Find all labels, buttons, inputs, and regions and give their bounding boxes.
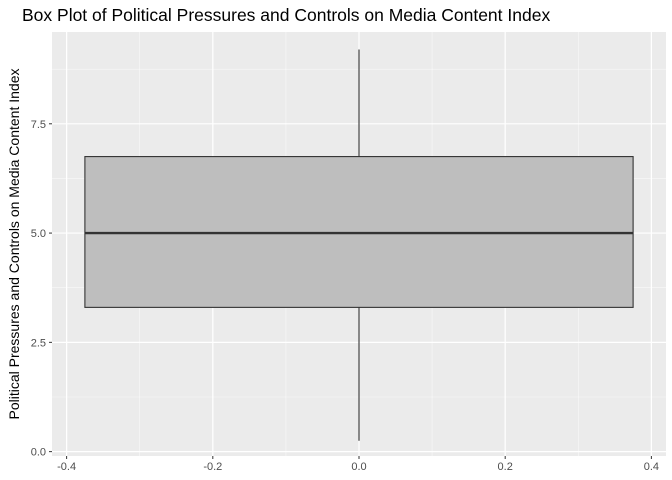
x-tick-label: -0.2 <box>203 461 222 473</box>
y-tick-label: 0.0 <box>31 447 46 459</box>
x-tick-label: 0.4 <box>644 461 659 473</box>
x-tick-label: -0.4 <box>57 461 76 473</box>
x-tick-label: 0.0 <box>351 461 366 473</box>
y-tick-label: 7.5 <box>31 119 46 131</box>
x-tick-label: 0.2 <box>498 461 513 473</box>
chart-title: Box Plot of Political Pressures and Cont… <box>22 5 550 25</box>
x-axis: -0.4 -0.2 0.0 0.2 0.4 <box>57 456 659 473</box>
y-tick-label: 5.0 <box>31 228 46 240</box>
y-axis-title: Political Pressures and Controls on Medi… <box>6 69 22 420</box>
box-plot <box>84 49 634 441</box>
y-axis: 0.0 2.5 5.0 7.5 <box>31 119 52 459</box>
y-tick-label: 2.5 <box>31 337 46 349</box>
